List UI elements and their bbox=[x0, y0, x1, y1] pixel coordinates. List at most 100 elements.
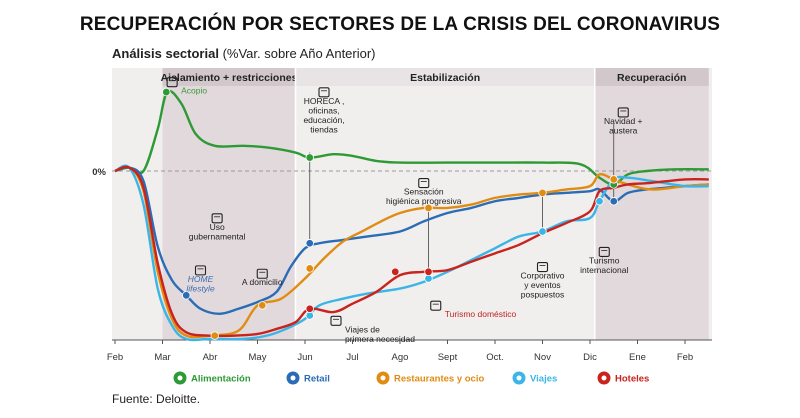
annotation-label: pospuestos bbox=[521, 290, 564, 300]
phase-header bbox=[295, 68, 595, 86]
plane-icon-center bbox=[516, 375, 522, 381]
x-tick-label: Sept bbox=[438, 352, 458, 363]
legend-item: Restaurantes y ocio bbox=[376, 371, 484, 385]
series-line-hoteles bbox=[114, 165, 709, 338]
wifi-icon bbox=[256, 268, 268, 279]
x-tick-label: Mar bbox=[154, 352, 170, 363]
annotation-label: Acopio bbox=[181, 86, 207, 96]
cart-icon-center bbox=[177, 375, 183, 381]
building-icon bbox=[211, 213, 223, 224]
phase-label: Recuperación bbox=[617, 72, 686, 84]
cutlery-icon-center bbox=[380, 375, 386, 381]
zero-label: 0% bbox=[92, 167, 106, 178]
annotation-label: Uso bbox=[210, 222, 225, 232]
series-marker bbox=[162, 87, 171, 97]
money-icon-shape bbox=[617, 107, 629, 118]
annotation-label: gubernamental bbox=[189, 231, 246, 241]
series-marker bbox=[305, 153, 314, 162]
series-marker bbox=[609, 175, 618, 184]
series-marker bbox=[609, 197, 618, 206]
phase-label: Aislamiento + restricciones bbox=[161, 72, 298, 84]
globe-icon-shape bbox=[598, 246, 610, 257]
x-tick-label: Abr bbox=[203, 352, 218, 363]
annotation-label: lifestyle bbox=[186, 283, 215, 293]
wifi-icon-shape bbox=[256, 268, 268, 279]
x-tick-label: Dic bbox=[583, 352, 597, 363]
phase-label: Estabilización bbox=[410, 72, 480, 84]
annotation-label: A domicilio bbox=[242, 277, 283, 287]
annotation-label: HOME bbox=[188, 274, 214, 284]
legend-item: Retail bbox=[286, 371, 330, 385]
annotation-label: Turismo bbox=[589, 255, 620, 265]
annotation-label: internacional bbox=[580, 265, 628, 275]
money-icon bbox=[617, 107, 629, 118]
basket-icon bbox=[166, 77, 178, 88]
x-tick-label: Oct. bbox=[486, 352, 503, 363]
briefcase-icon-shape bbox=[536, 261, 549, 273]
spain-map-icon bbox=[430, 300, 442, 311]
virus-icon-shape bbox=[418, 177, 430, 189]
x-tick-label: Feb bbox=[677, 352, 693, 363]
series-marker bbox=[182, 291, 191, 300]
open-sign-icon bbox=[318, 87, 330, 98]
annotation-label: Corporativo bbox=[521, 271, 565, 281]
legend-label: Hoteles bbox=[615, 374, 649, 385]
annotation-label: HORECA , bbox=[304, 96, 345, 106]
series-marker bbox=[424, 203, 433, 213]
legend-item: Viajes bbox=[512, 371, 557, 385]
series-marker bbox=[595, 197, 604, 206]
legend-item: Alimentación bbox=[173, 371, 251, 385]
building-icon-shape bbox=[211, 213, 223, 224]
mouse-icon bbox=[194, 265, 207, 276]
annotation-label: primera necesidad bbox=[345, 334, 415, 344]
legend-label: Restaurantes y ocio bbox=[394, 374, 484, 385]
series-line-restaurantes-y-ocio bbox=[114, 165, 709, 339]
x-tick-label: Jun bbox=[297, 352, 312, 363]
chart-subtitle: Análisis sectorial (%Var. sobre Año Ante… bbox=[112, 46, 376, 61]
annotation-label: Sensación bbox=[404, 187, 444, 197]
annotation-label: oficinas, bbox=[308, 105, 339, 115]
series-marker bbox=[424, 267, 433, 276]
tag-icon-center bbox=[290, 375, 296, 381]
subtitle-bold: Análisis sectorial bbox=[112, 46, 219, 61]
phase-header bbox=[162, 68, 296, 86]
series-marker bbox=[305, 264, 314, 273]
legend-item: Hoteles bbox=[597, 371, 649, 385]
x-tick-label: Nov bbox=[534, 352, 551, 363]
open-sign-icon-shape bbox=[318, 87, 330, 98]
legend-label: Alimentación bbox=[191, 374, 251, 385]
annotation-label: educación, bbox=[303, 115, 344, 125]
subtitle-rest: (%Var. sobre Año Anterior) bbox=[218, 46, 376, 61]
annotation-label: Turismo doméstico bbox=[445, 309, 517, 319]
bed-icon-center bbox=[601, 375, 607, 381]
globe-icon bbox=[598, 246, 610, 257]
annotation-label: tiendas bbox=[310, 124, 337, 134]
series-line-viajes bbox=[114, 164, 709, 342]
chart-title: RECUPERACIÓN POR SECTORES DE LA CRISIS D… bbox=[79, 14, 721, 35]
spain-map-icon-shape bbox=[430, 300, 442, 311]
annotation-label: austera bbox=[609, 125, 638, 135]
phase-band bbox=[162, 68, 296, 340]
series-marker bbox=[210, 331, 219, 340]
series-marker bbox=[258, 301, 267, 310]
plane-icon bbox=[330, 315, 342, 326]
annotation-label: y eventos bbox=[524, 280, 560, 290]
series-marker bbox=[391, 267, 400, 276]
annotation-label: higiénica progresiva bbox=[386, 196, 462, 206]
annotation-label: Navidad + bbox=[604, 116, 643, 126]
x-tick-label: Feb bbox=[107, 352, 123, 363]
source-note: Fuente: Deloitte. bbox=[112, 392, 201, 406]
series-marker bbox=[538, 188, 547, 198]
x-tick-label: May bbox=[249, 352, 267, 363]
legend-label: Viajes bbox=[530, 374, 557, 385]
annotation-label: Viajes de bbox=[345, 324, 380, 334]
series-marker bbox=[538, 227, 547, 236]
x-tick-label: Ago bbox=[392, 352, 409, 363]
mouse-icon-shape bbox=[194, 265, 207, 276]
virus-icon bbox=[418, 177, 430, 189]
basket-icon-shape bbox=[166, 77, 178, 88]
series-marker bbox=[305, 304, 314, 313]
briefcase-icon bbox=[536, 261, 549, 273]
